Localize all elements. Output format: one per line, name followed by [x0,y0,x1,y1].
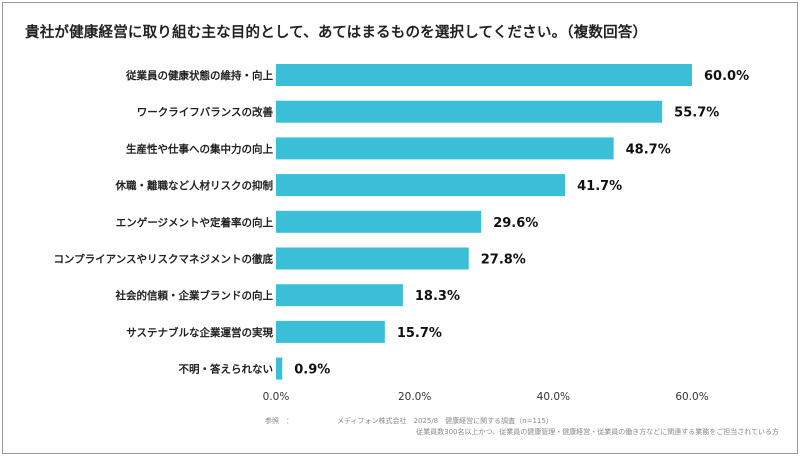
bar [276,64,692,86]
category-label: 生産性や仕事への集中力の向上 [126,142,273,155]
category-label: ワークライフバランスの改善 [137,106,274,119]
category-label: 従業員の健康状態の維持・向上 [125,69,273,82]
source-line-1: メディフォン株式会社 2025/8 健康経営に関する調査（n=115） [337,417,553,425]
bar [276,247,469,270]
chart-title: 貴社が健康経営に取り組む主な目的として、あてはまるものを選択してください。（複数… [25,25,648,41]
bar [276,320,385,343]
value-label: 18.3% [415,289,460,304]
category-label: サステナブルな企業運営の実現 [126,326,273,339]
x-tick-label: 40.0% [537,391,570,403]
source-line-2: 従業員数300名以上かつ、従業員の健康管理・健康経営・従業員の働き方などに関連す… [416,428,779,436]
value-label: 15.7% [397,326,442,341]
value-label: 27.8% [481,253,526,268]
category-label: 不明・答えられない [179,363,274,376]
bar [276,284,403,307]
bar [276,210,482,233]
value-label: 55.7% [674,106,719,121]
bar [276,174,566,197]
bar [276,357,283,380]
value-label: 41.7% [577,179,622,194]
x-tick-label: 20.0% [398,391,431,403]
bar [276,137,614,160]
value-label: 60.0% [704,69,749,84]
value-label: 0.9% [294,363,330,378]
source-note: 参照 ： メディフォン株式会社 2025/8 健康経営に関する調査（n=115）… [265,416,785,438]
x-tick-label: 0.0% [263,391,290,403]
category-label: コンプライアンスやリスクマネジメントの徹底 [53,253,273,266]
category-label: 社会的信頼・企業ブランドの向上 [115,289,274,302]
bar-chart: 従業員の健康状態の維持・向上 60.0% ワークライフバランスの改善 55.7% 生産性… [53,64,749,403]
bar [276,100,663,123]
value-label: 29.6% [493,216,538,231]
x-tick-label: 60.0% [675,391,708,403]
value-label: 48.7% [626,142,671,157]
category-label: 休職・離職など人材リスクの抑制 [115,179,274,192]
source-label: 参照 ： [265,417,293,425]
category-label: エンゲージメントや定着率の向上 [116,216,274,229]
